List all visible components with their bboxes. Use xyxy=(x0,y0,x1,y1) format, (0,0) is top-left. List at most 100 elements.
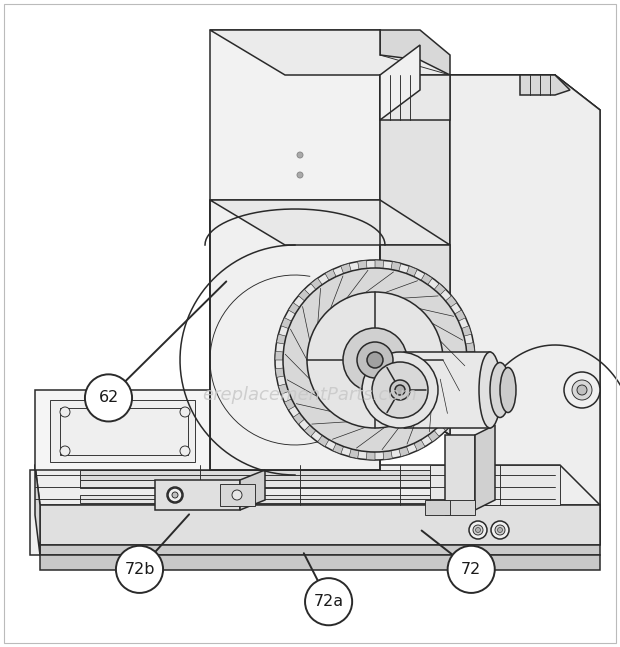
Circle shape xyxy=(60,446,70,456)
Polygon shape xyxy=(454,310,466,321)
Polygon shape xyxy=(50,400,195,462)
Polygon shape xyxy=(220,484,255,506)
Polygon shape xyxy=(285,399,295,410)
Polygon shape xyxy=(399,446,409,457)
Polygon shape xyxy=(288,303,299,314)
Circle shape xyxy=(167,487,183,503)
Polygon shape xyxy=(475,425,495,510)
Circle shape xyxy=(491,521,509,539)
Polygon shape xyxy=(275,351,283,360)
Text: 72: 72 xyxy=(461,562,481,577)
Polygon shape xyxy=(555,75,600,545)
Polygon shape xyxy=(445,500,475,515)
Polygon shape xyxy=(333,443,343,454)
Ellipse shape xyxy=(500,367,516,413)
Polygon shape xyxy=(467,360,475,369)
Polygon shape xyxy=(311,278,322,289)
Circle shape xyxy=(577,385,587,395)
Circle shape xyxy=(232,490,242,500)
Circle shape xyxy=(390,380,410,400)
Polygon shape xyxy=(445,435,475,510)
Polygon shape xyxy=(375,260,384,269)
Polygon shape xyxy=(414,440,425,450)
Polygon shape xyxy=(380,30,450,75)
Circle shape xyxy=(85,375,132,421)
Polygon shape xyxy=(341,263,351,274)
Polygon shape xyxy=(210,200,380,470)
Polygon shape xyxy=(434,283,446,295)
Polygon shape xyxy=(277,334,286,344)
Ellipse shape xyxy=(490,362,510,417)
Text: 72a: 72a xyxy=(314,594,343,609)
Circle shape xyxy=(395,385,405,395)
Polygon shape xyxy=(278,384,288,394)
Polygon shape xyxy=(520,75,570,95)
Polygon shape xyxy=(380,30,450,435)
Polygon shape xyxy=(383,450,392,459)
Polygon shape xyxy=(464,376,474,386)
Polygon shape xyxy=(366,452,375,460)
Polygon shape xyxy=(425,500,450,515)
Polygon shape xyxy=(461,326,472,336)
Polygon shape xyxy=(380,245,450,435)
Circle shape xyxy=(343,328,407,392)
Polygon shape xyxy=(450,75,600,545)
Circle shape xyxy=(357,342,393,378)
Polygon shape xyxy=(155,480,240,510)
Circle shape xyxy=(362,352,438,428)
Polygon shape xyxy=(391,261,401,271)
Polygon shape xyxy=(428,430,440,442)
Polygon shape xyxy=(405,352,490,428)
Circle shape xyxy=(283,268,467,452)
Circle shape xyxy=(275,260,475,460)
Polygon shape xyxy=(450,75,555,510)
Circle shape xyxy=(171,491,179,499)
Circle shape xyxy=(469,521,487,539)
Text: ereplacementParts.com: ereplacementParts.com xyxy=(203,386,417,404)
Polygon shape xyxy=(210,30,450,75)
Polygon shape xyxy=(35,465,600,505)
Circle shape xyxy=(172,492,178,498)
Polygon shape xyxy=(304,425,316,437)
Circle shape xyxy=(297,152,303,158)
Polygon shape xyxy=(40,545,600,555)
Polygon shape xyxy=(80,480,430,488)
Polygon shape xyxy=(317,435,329,446)
Polygon shape xyxy=(450,75,600,110)
Polygon shape xyxy=(380,45,420,120)
Polygon shape xyxy=(421,274,432,285)
Polygon shape xyxy=(450,406,462,417)
Polygon shape xyxy=(358,260,367,269)
Polygon shape xyxy=(275,368,285,377)
Text: 62: 62 xyxy=(99,390,118,406)
Circle shape xyxy=(564,372,600,408)
Circle shape xyxy=(305,578,352,625)
Polygon shape xyxy=(380,75,450,120)
Polygon shape xyxy=(281,318,291,329)
Polygon shape xyxy=(40,505,600,545)
Polygon shape xyxy=(210,30,380,390)
Circle shape xyxy=(448,546,495,593)
Polygon shape xyxy=(240,470,265,510)
Polygon shape xyxy=(458,391,469,402)
Circle shape xyxy=(497,527,502,532)
Polygon shape xyxy=(293,413,304,424)
Ellipse shape xyxy=(479,352,501,428)
Circle shape xyxy=(473,525,483,535)
Circle shape xyxy=(180,407,190,417)
Circle shape xyxy=(168,488,182,502)
Polygon shape xyxy=(30,470,600,555)
Polygon shape xyxy=(35,465,40,555)
Circle shape xyxy=(367,352,383,368)
Polygon shape xyxy=(349,449,359,459)
Polygon shape xyxy=(325,269,336,280)
Polygon shape xyxy=(40,555,600,570)
Polygon shape xyxy=(407,266,417,277)
Circle shape xyxy=(572,380,592,400)
Polygon shape xyxy=(80,495,430,503)
Polygon shape xyxy=(440,419,451,431)
Polygon shape xyxy=(210,200,450,245)
Circle shape xyxy=(495,525,505,535)
Ellipse shape xyxy=(395,352,415,428)
Polygon shape xyxy=(80,470,430,480)
